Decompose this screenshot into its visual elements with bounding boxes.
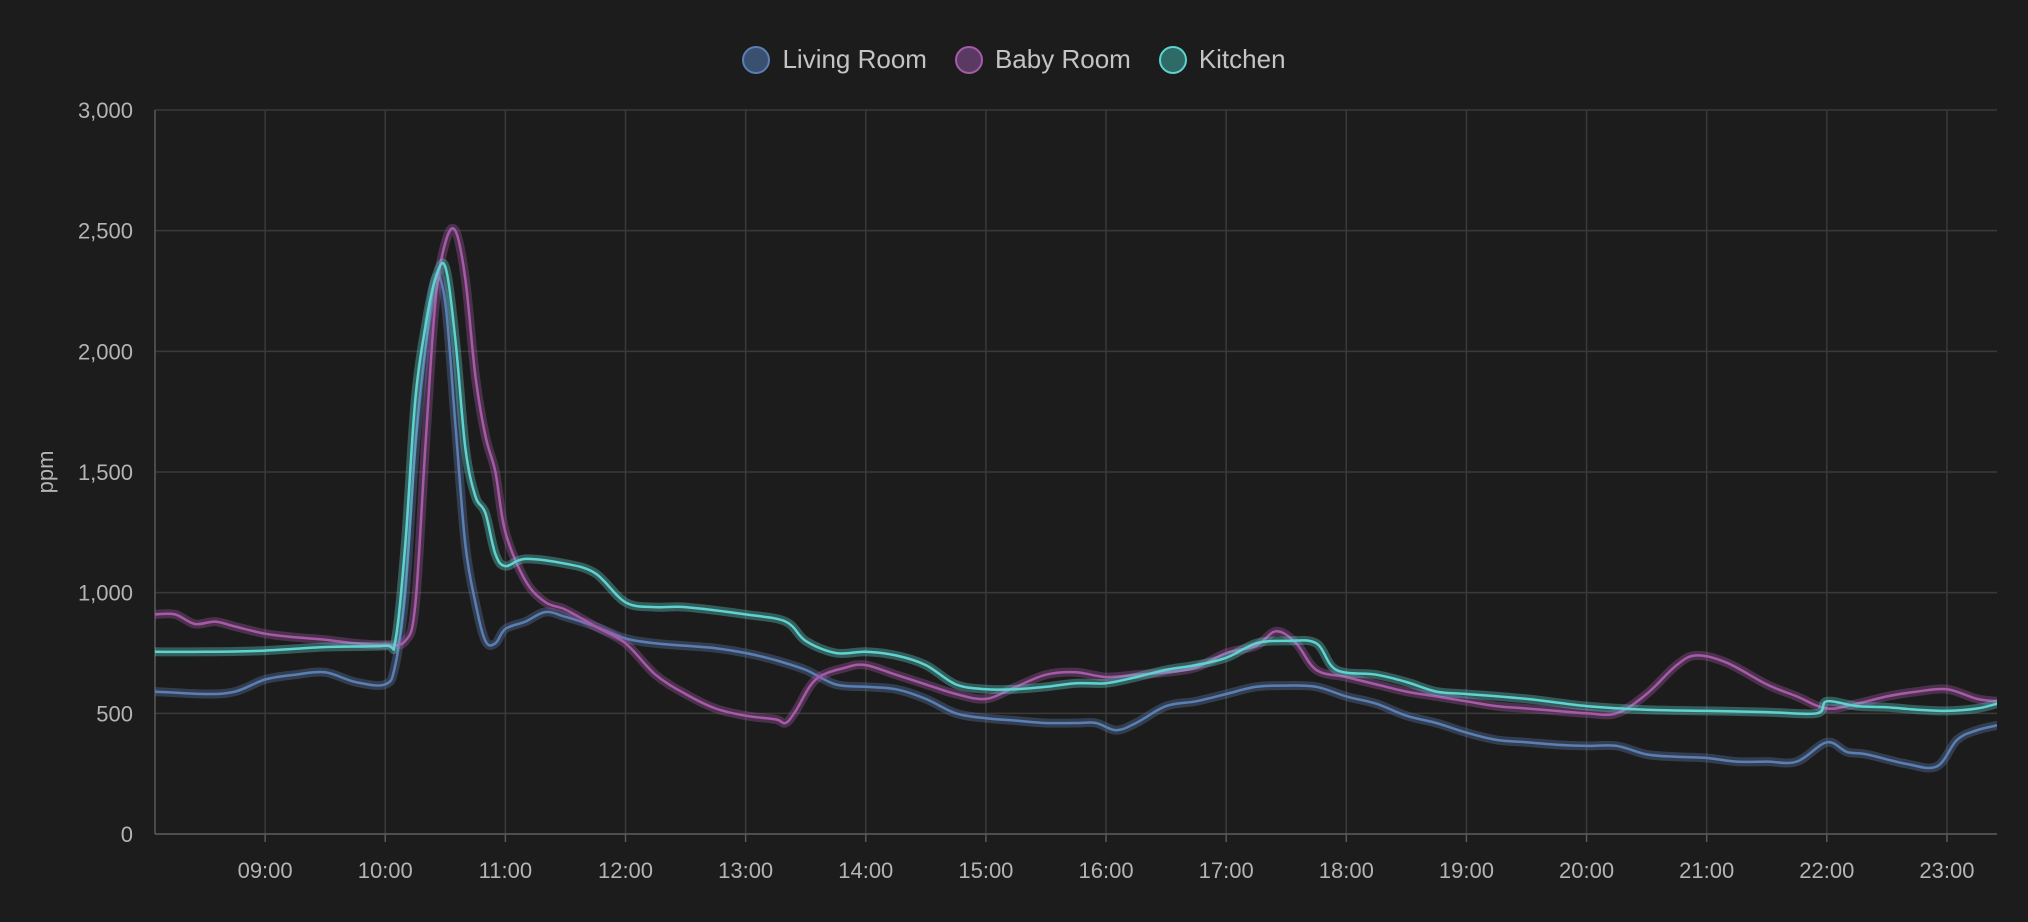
legend-swatch <box>1158 45 1187 74</box>
series-line-living-room <box>155 274 1997 770</box>
legend-item-baby-room[interactable]: Baby Room <box>954 44 1131 75</box>
x-tick-label: 20:00 <box>1559 858 1614 883</box>
x-tick-label: 21:00 <box>1679 858 1734 883</box>
x-tick-label: 13:00 <box>718 858 773 883</box>
y-axis-label: ppm <box>33 451 58 494</box>
legend-label: Baby Room <box>994 44 1131 74</box>
x-tick-label: 22:00 <box>1799 858 1854 883</box>
legend-swatch <box>954 45 983 74</box>
y-tick-label: 0 <box>121 822 133 847</box>
y-tick-label: 2,000 <box>78 339 133 364</box>
x-tick-label: 09:00 <box>238 858 293 883</box>
legend-label: Living Room <box>782 44 927 74</box>
legend-label: Kitchen <box>1198 44 1286 74</box>
x-tick-label: 23:00 <box>1919 858 1974 883</box>
y-tick-label: 3,000 <box>78 98 133 123</box>
y-tick-label: 1,500 <box>78 460 133 485</box>
x-tick-label: 10:00 <box>358 858 413 883</box>
x-tick-label: 12:00 <box>598 858 653 883</box>
series-line-baby-room <box>155 227 1997 725</box>
x-tick-label: 19:00 <box>1439 858 1494 883</box>
legend-swatch <box>742 45 771 74</box>
legend: Living Room Baby Room Kitchen <box>0 44 2028 75</box>
x-tick-label: 15:00 <box>958 858 1013 883</box>
y-tick-label: 2,500 <box>78 219 133 244</box>
x-tick-label: 18:00 <box>1319 858 1374 883</box>
x-tick-label: 17:00 <box>1199 858 1254 883</box>
y-tick-label: 1,000 <box>78 581 133 606</box>
legend-item-living-room[interactable]: Living Room <box>742 44 927 75</box>
x-tick-label: 11:00 <box>479 858 532 883</box>
x-tick-label: 16:00 <box>1079 858 1134 883</box>
series-line-kitchen <box>155 261 1997 716</box>
y-tick-label: 500 <box>96 701 133 726</box>
series-group <box>155 223 1997 773</box>
x-tick-label: 14:00 <box>838 858 893 883</box>
legend-item-kitchen[interactable]: Kitchen <box>1158 44 1286 75</box>
